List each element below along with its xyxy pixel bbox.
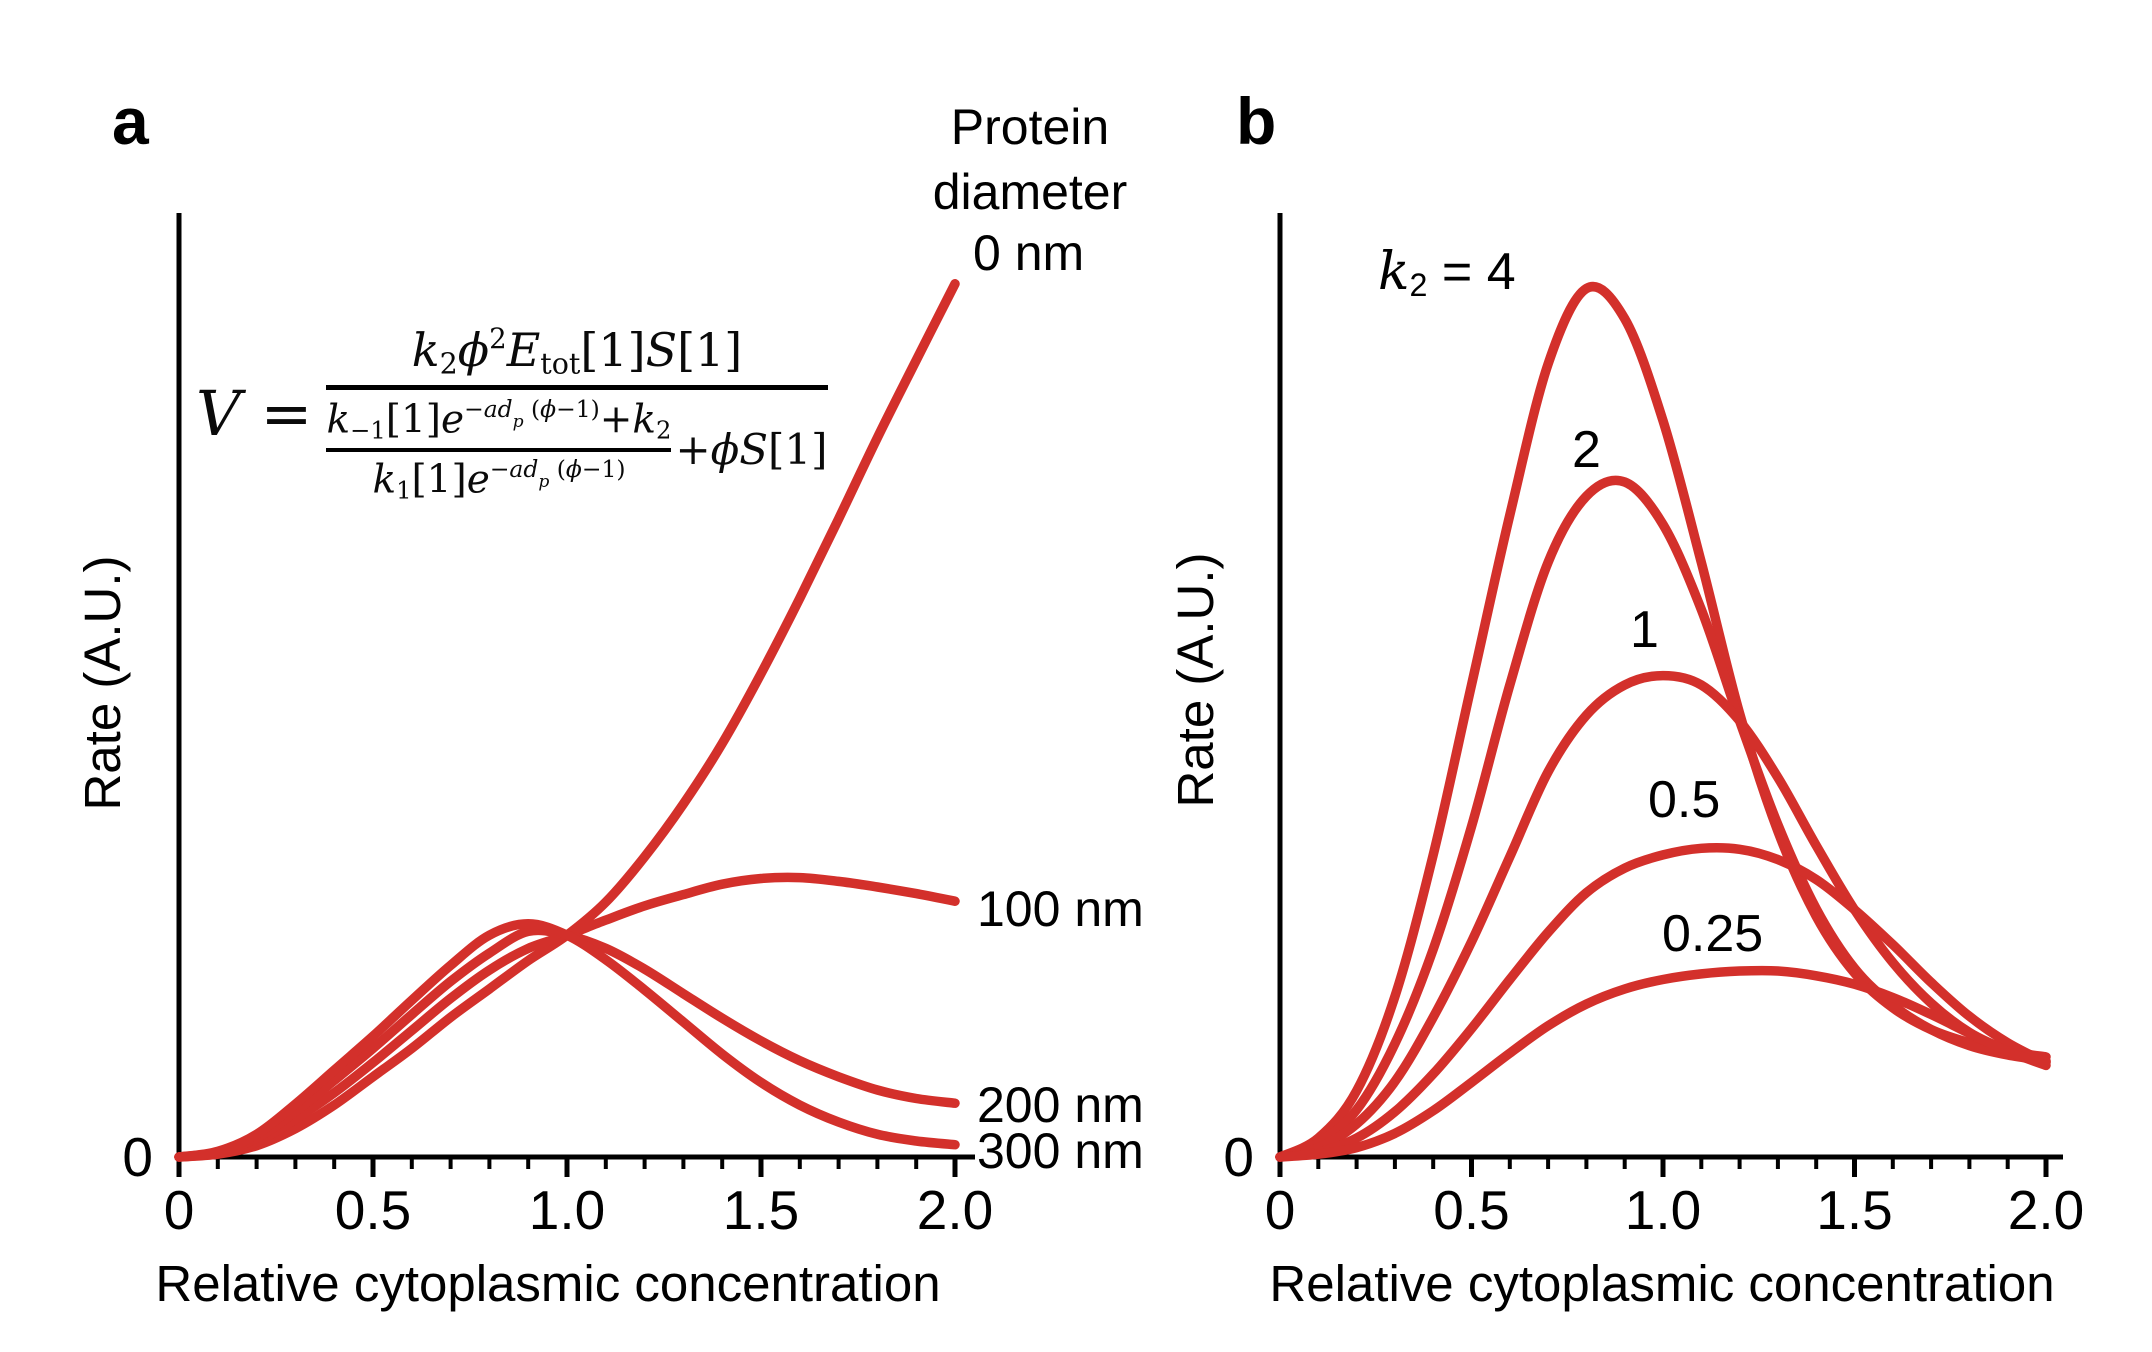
equation-lhs: V = <box>196 376 313 450</box>
curve-label-k2-4: k2 = 4 <box>1378 246 1516 301</box>
inner-denominator: k1[1]e−adp (ϕ−1) <box>372 454 626 505</box>
panel-a-plot: 0 0.5 1.0 1.5 2.0 0 <box>122 213 993 1241</box>
panel-b-x-axis-title: Relative cytoplasmic concentration <box>1269 1255 2055 1312</box>
inner-fraction-bar <box>326 447 672 452</box>
equation-tail: +ϕS[1] <box>675 425 828 475</box>
panel-a-legend-title: Protein diameter <box>910 95 1150 225</box>
x-tick-label: 1.0 <box>529 1179 605 1241</box>
equation-numerator: k2ϕ2Etot[1]S[1] <box>411 322 743 381</box>
k2-4-value: 4 <box>1486 243 1516 301</box>
x-tick-label: 0.5 <box>1433 1179 1509 1241</box>
curve-label-k2-0.25: 0.25 <box>1662 905 1764 963</box>
x-tick-label: 2.0 <box>2008 1179 2084 1241</box>
fraction-bar <box>326 385 828 391</box>
panel-a-x-axis-title: Relative cytoplasmic concentration <box>155 1255 941 1312</box>
x-tick-label: 1.5 <box>723 1179 799 1241</box>
curve-0-nm <box>174 279 960 1162</box>
panel-a-letter: a <box>112 84 149 158</box>
curve-0.5 <box>1275 842 2051 1162</box>
y-tick-label: 0 <box>1223 1126 1254 1188</box>
x-tick-label: 1.0 <box>1625 1179 1701 1241</box>
x-tick-label: 1.5 <box>1816 1179 1892 1241</box>
x-tick-label: 0.5 <box>335 1179 411 1241</box>
inner-numerator: k−1[1]e−adp (ϕ−1)+k2 <box>326 395 672 445</box>
y-tick-label: 0 <box>122 1126 153 1188</box>
panel-a-y-axis-title: Rate (A.U.) <box>74 555 131 811</box>
curve-label-k2-0.5: 0.5 <box>1648 771 1721 829</box>
curve-label-k2-1: 1 <box>1630 601 1659 659</box>
curve-label-k2-2: 2 <box>1572 421 1601 479</box>
panel-b-letter: b <box>1236 84 1277 158</box>
panel-b-y-axis-title: Rate (A.U.) <box>1167 552 1224 808</box>
curve-label-300nm: 300 nm <box>977 1123 1144 1179</box>
curve-300-nm <box>174 919 960 1162</box>
curve-0.25 <box>1275 965 2051 1162</box>
panel-b-plot: 0 0.5 1.0 1.5 2.0 0 <box>1223 213 2084 1241</box>
curve-label-200nm: 200 nm <box>977 1077 1144 1133</box>
rate-equation: V = k2ϕ2Etot[1]S[1] k−1[1]e−adp (ϕ−1)+k2… <box>196 322 828 504</box>
curve-1 <box>1275 670 2051 1162</box>
equation-main-fraction: k2ϕ2Etot[1]S[1] k−1[1]e−adp (ϕ−1)+k2 k1[… <box>326 322 828 505</box>
curve-2 <box>1275 475 2051 1162</box>
x-tick-label: 0 <box>1265 1179 1296 1241</box>
curve-label-0nm: 0 nm <box>973 225 1085 281</box>
legend-title-line-2: diameter <box>932 164 1128 220</box>
legend-title-line-1: Protein <box>950 99 1110 155</box>
x-tick-label: 0 <box>164 1179 195 1241</box>
k2-prefix: k2 = <box>1378 242 1487 304</box>
x-tick-label: 2.0 <box>917 1179 993 1241</box>
equation-denominator: k−1[1]e−adp (ϕ−1)+k2 k1[1]e−adp (ϕ−1) +ϕ… <box>326 395 828 505</box>
curve-label-100nm: 100 nm <box>977 881 1144 937</box>
equation-inner-fraction: k−1[1]e−adp (ϕ−1)+k2 k1[1]e−adp (ϕ−1) <box>326 395 672 505</box>
